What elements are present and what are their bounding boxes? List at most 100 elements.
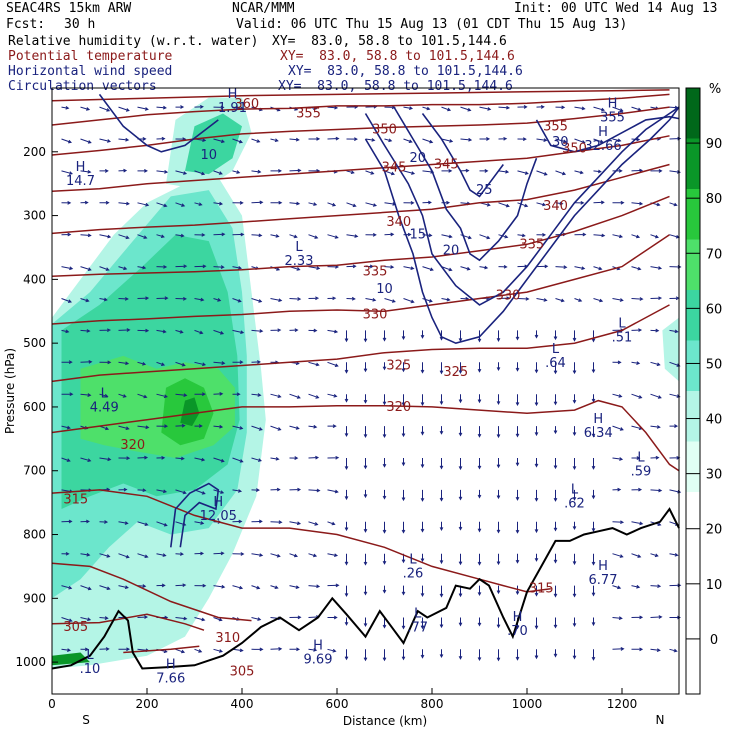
y-tick-label: 200 (23, 145, 46, 159)
circulation-vector (612, 520, 625, 525)
circulation-vector (496, 426, 501, 439)
circulation-vector (156, 553, 167, 557)
circulation-vector (458, 330, 463, 343)
circulation-vector (382, 394, 387, 406)
circulation-vector (365, 202, 378, 207)
colorbar-swatch (686, 391, 700, 442)
circulation-vector (213, 201, 224, 206)
circulation-vector (232, 298, 242, 303)
circulation-vector (631, 106, 642, 112)
circulation-vector (175, 361, 186, 367)
circulation-vector (194, 392, 206, 397)
circulation-vector (498, 296, 511, 301)
colorbar-tick-label: 80 (706, 192, 723, 207)
circulation-vector (422, 266, 434, 271)
circulation-vector (420, 394, 425, 407)
wind-label: 20 (409, 151, 426, 166)
circulation-vector (270, 585, 279, 589)
theta-label: 330 (496, 288, 521, 303)
y-tick-label: 300 (23, 209, 46, 223)
theta-contour-340 (51, 163, 670, 235)
circulation-vector (327, 583, 340, 588)
circulation-vector (631, 297, 644, 301)
circulation-vector (477, 585, 482, 596)
circulation-vector (553, 394, 558, 406)
circulation-vector (631, 266, 642, 271)
colorbar-swatch (686, 290, 700, 341)
circulation-vector (382, 458, 387, 468)
circulation-vector (496, 458, 501, 469)
circulation-vector (420, 458, 425, 469)
circulation-vector (591, 553, 596, 566)
circulation-vector (477, 553, 482, 566)
circulation-vector (327, 105, 339, 110)
circulation-vector (156, 202, 168, 208)
circulation-vector (289, 234, 298, 239)
wind-contour-10 (170, 482, 220, 548)
circulation-vector (441, 297, 451, 302)
circulation-vector (460, 106, 472, 112)
theta-label: 315 (529, 582, 554, 597)
circulation-vector (251, 457, 262, 462)
circulation-vector (553, 649, 558, 658)
circulation-vector (534, 362, 539, 374)
circulation-vector (232, 329, 245, 334)
wind-contour-25 (421, 113, 504, 198)
colorbar-tick-label: 50 (706, 357, 723, 372)
circulation-vector (403, 106, 414, 110)
circulation-vector (536, 105, 545, 109)
circulation-vector (251, 519, 263, 524)
theta-contour-330 (51, 234, 670, 325)
circulation-vector (669, 170, 681, 174)
circulation-vector (420, 617, 425, 630)
plot-frame (51, 87, 680, 695)
circulation-vector (251, 647, 264, 652)
circulation-vector (439, 394, 444, 405)
circulation-vector (175, 202, 186, 207)
extremum-marker: H (76, 160, 86, 175)
circulation-vector (631, 361, 641, 365)
circulation-vector (591, 394, 596, 403)
circulation-vector (422, 200, 432, 205)
y-tick-label: 700 (23, 464, 46, 478)
circulation-vector (137, 615, 149, 619)
colorbar-swatch (686, 492, 700, 543)
circulation-vector (574, 138, 586, 144)
circulation-vector (441, 138, 454, 143)
circulation-vector (669, 234, 680, 239)
circulation-vector (382, 553, 387, 565)
circulation-vector (365, 170, 375, 175)
circulation-vector (477, 521, 482, 533)
circulation-vector (213, 105, 225, 110)
circulation-vector (384, 298, 396, 303)
circulation-vector (382, 330, 387, 342)
circulation-vector (536, 138, 548, 142)
extremum-marker: H (166, 658, 176, 673)
circulation-vector (344, 521, 349, 532)
circulation-vector (458, 553, 463, 566)
circulation-vector (612, 393, 623, 398)
circulation-vector (61, 138, 72, 144)
colorbar-swatch (686, 593, 700, 644)
extremum-value: .59 (631, 464, 652, 479)
theta-label: 355 (543, 119, 568, 134)
circulation-vector (80, 519, 90, 524)
valid-time: Valid: 06 UTC Thu 15 Aug 13 (01 CDT Thu … (236, 17, 628, 32)
circulation-vector (80, 393, 92, 397)
circulation-vector (194, 648, 203, 653)
circulation-vector (496, 330, 501, 342)
circulation-vector (612, 616, 623, 620)
wind-label: 10 (376, 282, 393, 297)
circulation-vector (80, 106, 91, 111)
circulation-vector (175, 456, 185, 461)
circulation-vector (175, 648, 186, 654)
y-tick-label: 500 (23, 336, 46, 350)
circulation-vector (308, 234, 319, 239)
circulation-vector (631, 201, 644, 206)
circulation-vector (631, 234, 641, 239)
theta-label: 340 (543, 199, 568, 214)
circulation-vector (194, 329, 204, 335)
circulation-vector (270, 328, 282, 333)
theta-label: 335 (363, 265, 388, 280)
